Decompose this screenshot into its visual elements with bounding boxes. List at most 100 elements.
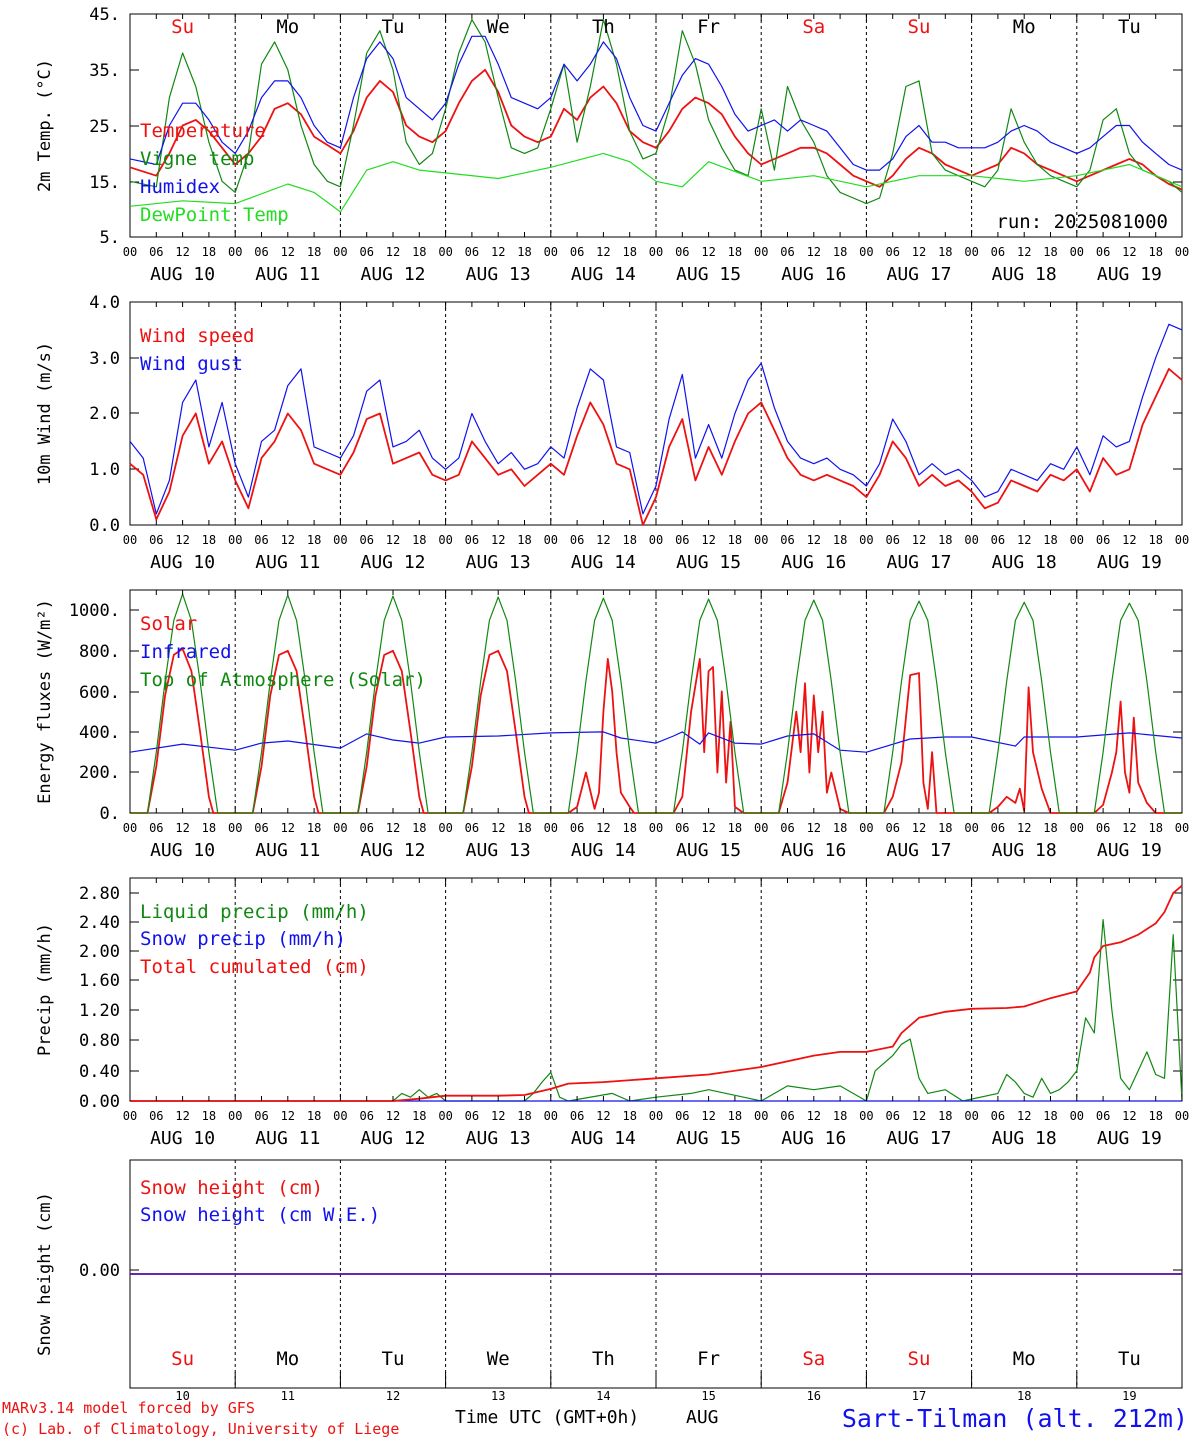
hour-tick-label: 00 [859, 821, 873, 835]
hour-tick-label: 12 [175, 821, 189, 835]
y-tick-label: 0.40 [79, 1062, 120, 1082]
hour-tick-label: 00 [859, 245, 873, 259]
date-label: AUG 14 [571, 1128, 636, 1149]
hour-tick-label: 12 [1017, 1109, 1031, 1123]
hour-tick-label: 06 [1096, 1109, 1110, 1123]
legend-entry: Snow height (cm W.E.) [140, 1204, 380, 1226]
y-tick-label: 4.0 [89, 293, 120, 313]
hour-tick-label: 18 [1043, 533, 1057, 547]
hour-tick-label: 06 [359, 245, 373, 259]
hour-tick-label: 00 [123, 821, 137, 835]
station-label: Sart-Tilman (alt. 212m) [842, 1404, 1188, 1433]
hour-tick-label: 06 [885, 1109, 899, 1123]
hour-tick-label: 18 [622, 245, 636, 259]
hour-tick-label: 12 [386, 821, 400, 835]
y-tick-label: 0.00 [79, 1261, 120, 1281]
hour-tick-label: 18 [202, 1109, 216, 1123]
hour-tick-label: 00 [228, 533, 242, 547]
hour-tick-label: 00 [1070, 821, 1084, 835]
date-label: AUG 17 [886, 1128, 951, 1149]
series-line-wind-speed [129, 367, 1183, 526]
hour-tick-label: 00 [123, 245, 137, 259]
y-tick-label: 0.0 [89, 516, 120, 536]
y-axis-label: 10m Wind (m/s) [35, 342, 55, 485]
day-name-top: Th [592, 16, 615, 38]
legend-entry: Temperature [140, 120, 266, 142]
y-tick-label: 15. [89, 173, 120, 193]
hour-tick-label: 06 [1096, 245, 1110, 259]
hour-tick-label: 12 [912, 821, 926, 835]
hour-tick-label: 00 [228, 1109, 242, 1123]
hour-tick-label: 00 [228, 821, 242, 835]
hour-tick-label: 18 [622, 533, 636, 547]
day-number: 16 [807, 1389, 821, 1403]
hour-tick-label: 00 [964, 245, 978, 259]
hour-tick-label: 18 [1043, 245, 1057, 259]
day-name-top: Su [171, 16, 194, 38]
hour-tick-label: 12 [281, 533, 295, 547]
legend-entry: Total cumulated (cm) [140, 956, 369, 978]
date-label: AUG 17 [886, 264, 951, 285]
date-label: AUG 12 [360, 1128, 425, 1149]
hour-tick-label: 06 [780, 245, 794, 259]
day-number: 15 [701, 1389, 715, 1403]
hour-tick-label: 00 [333, 533, 347, 547]
day-name-top: Su [908, 16, 931, 38]
date-label: AUG 16 [781, 840, 846, 861]
legend-entry: Snow precip (mm/h) [140, 928, 346, 950]
day-name-bottom: Su [171, 1348, 194, 1370]
hour-tick-label: 00 [964, 821, 978, 835]
hour-tick-label: 12 [281, 821, 295, 835]
day-name-bottom: Mo [1013, 1348, 1036, 1370]
hour-tick-label: 12 [596, 821, 610, 835]
hour-tick-label: 18 [728, 1109, 742, 1123]
hour-tick-label: 18 [833, 821, 847, 835]
y-tick-label: 1000. [69, 601, 120, 621]
date-label: AUG 19 [1097, 840, 1162, 861]
hour-tick-label: 12 [491, 245, 505, 259]
hour-tick-label: 06 [465, 245, 479, 259]
hour-tick-label: 00 [859, 533, 873, 547]
hour-tick-label: 18 [1148, 245, 1162, 259]
hour-tick-label: 06 [254, 533, 268, 547]
day-name-top: Fr [697, 16, 720, 38]
day-name-top: Tu [382, 16, 405, 38]
day-name-top: We [487, 16, 510, 38]
hour-tick-label: 00 [649, 245, 663, 259]
hour-tick-label: 12 [281, 245, 295, 259]
y-tick-label: 5. [100, 228, 120, 248]
hour-tick-label: 12 [386, 245, 400, 259]
date-label: AUG 18 [992, 264, 1057, 285]
y-tick-label: 200. [79, 763, 120, 783]
hour-tick-label: 00 [333, 1109, 347, 1123]
hour-tick-label: 06 [675, 245, 689, 259]
day-name-bottom: Su [908, 1348, 931, 1370]
day-number: 10 [175, 1389, 189, 1403]
hour-tick-label: 00 [649, 821, 663, 835]
hour-tick-label: 00 [333, 245, 347, 259]
date-label: AUG 10 [150, 264, 215, 285]
hour-tick-label: 06 [885, 245, 899, 259]
plot-frame [129, 589, 1183, 814]
hour-tick-label: 06 [359, 533, 373, 547]
y-axis-label: 2m Temp. (°C) [35, 59, 55, 192]
hour-tick-label: 12 [701, 821, 715, 835]
panel-4: 2.80 2.40 2.00 1.60 1.20 0.80 0.40 0.00 Precip (… [35, 877, 1189, 1149]
y-tick-label: 400. [79, 723, 120, 743]
hour-tick-label: 18 [517, 245, 531, 259]
hour-tick-label: 18 [1148, 1109, 1162, 1123]
hour-tick-label: 06 [991, 245, 1005, 259]
y-axis-label: Precip (mm/h) [35, 923, 55, 1056]
date-label: AUG 16 [781, 552, 846, 573]
hour-tick-label: 12 [175, 533, 189, 547]
hour-tick-label: 06 [254, 1109, 268, 1123]
hour-tick-label: 18 [517, 821, 531, 835]
hour-tick-label: 06 [254, 245, 268, 259]
date-label: AUG 11 [255, 552, 320, 573]
hour-tick-label: 18 [1043, 1109, 1057, 1123]
hour-tick-label: 00 [438, 1109, 452, 1123]
hour-tick-label: 06 [465, 533, 479, 547]
hour-tick-label: 18 [1148, 533, 1162, 547]
hour-tick-label: 00 [544, 1109, 558, 1123]
day-name-bottom: Sa [802, 1348, 825, 1370]
